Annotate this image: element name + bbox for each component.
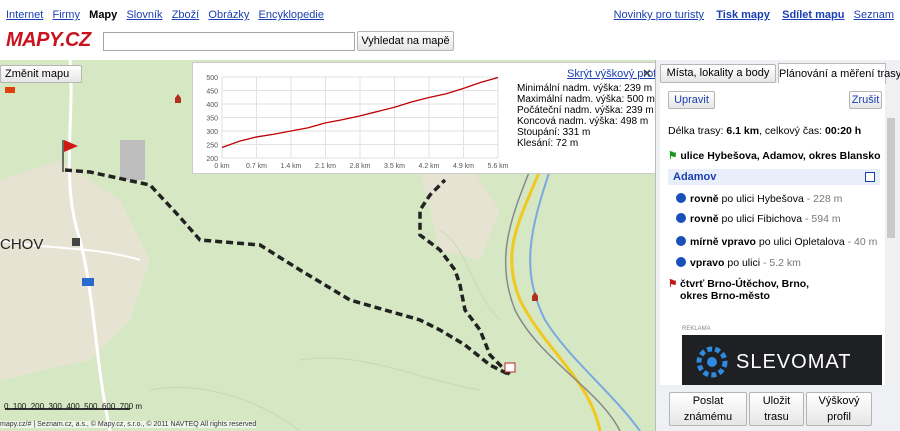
step-direction: rovně [690, 213, 719, 225]
scale-label: 700 m [119, 402, 143, 411]
start-label: ulice Hybešova, Adamov, okres Blansko [680, 150, 881, 162]
top-right-nav: Novinky pro turisty Tisk mapy Sdílet map… [614, 9, 894, 21]
x-tick-label: 0.7 km [246, 163, 267, 170]
route-panel [660, 83, 885, 385]
x-tick-label: 3.5 km [384, 163, 405, 170]
time-label: , celkový čas: [759, 125, 823, 137]
nav-link[interactable]: Obrázky [208, 9, 250, 21]
search-input[interactable] [103, 32, 355, 51]
scale-labels: 0 100 200 300 400 500 600 700 m [4, 402, 142, 411]
scale-label: 0 [4, 402, 9, 411]
nav-link[interactable]: Firmy [52, 9, 80, 21]
change-map-button[interactable]: Změnit mapu [0, 65, 82, 93]
nav-link[interactable]: Novinky pro turisty [613, 9, 705, 21]
nav-link[interactable]: Zboží [171, 9, 200, 21]
nav-current: Mapy [89, 9, 118, 21]
stat: Maximální nadm. výška: 500 m [517, 94, 655, 105]
y-tick-label: 450 [206, 89, 218, 96]
profile-button[interactable]: Výškový profil [806, 392, 872, 426]
change-map-label: Změnit mapu [5, 68, 70, 80]
save-button[interactable]: Uložit trasu [749, 392, 804, 426]
tab[interactable]: Místa, lokality a body [660, 64, 776, 83]
nav-link[interactable]: Internet [6, 9, 44, 21]
stat: Stoupání: 331 m [517, 127, 591, 138]
length: 6.1 km [726, 125, 760, 137]
ad-logo [696, 346, 728, 378]
cancel-button[interactable]: Zrušit [849, 91, 882, 109]
elevation-stats: Minimální nadm. výška: 239 m Maximální n… [517, 83, 655, 149]
x-tick-label: 5.6 km [487, 163, 508, 170]
y-tick-label: 300 [206, 129, 218, 136]
x-tick-label: 4.9 km [453, 163, 474, 170]
route-step: rovně po ulici Hybešova - 228 m [676, 193, 842, 205]
x-tick-label: 2.8 km [349, 163, 370, 170]
new-badge [5, 87, 15, 93]
scale-label: 300 [48, 402, 62, 411]
route-summary: Délka trasy: 6.1 km, celkový čas: 00:20 … [668, 125, 861, 137]
step-direction: rovně [690, 193, 719, 205]
stat: Klesání: 72 m [517, 138, 579, 149]
place-label: CHOV [0, 236, 44, 253]
print-link[interactable]: Tisk mapy [716, 9, 770, 21]
collapse-icon[interactable] [865, 172, 875, 182]
length-label: Délka trasy: [668, 125, 724, 137]
step-direction: vpravo [690, 257, 725, 269]
scale-label: 100 [12, 402, 27, 411]
time: 00:20 h [825, 125, 862, 137]
stat: Minimální nadm. výška: 239 m [517, 83, 653, 94]
x-tick-label: 4.2 km [418, 163, 439, 170]
elevation-line [221, 76, 499, 149]
edit-button[interactable]: Upravit [668, 91, 715, 109]
scale-label: 400 [66, 402, 80, 411]
elevation-chart: 200 250 300 350 400 450 500 0 km 0.7 km 1.4 km 2.1… [206, 75, 508, 170]
y-tick-label: 500 [206, 75, 218, 82]
step-direction: mírně vpravo [690, 236, 756, 248]
search-button[interactable]: Vyhledat na mapě [357, 31, 454, 51]
copyright: mapy.cz/# | Seznam.cz, a.s., © Mapy.cz, … [0, 421, 257, 428]
route-step: rovně po ulici Fibichova - 594 m [676, 213, 841, 225]
x-tick-label: 2.1 km [315, 163, 336, 170]
step-distance: - 40 m [847, 236, 878, 248]
end-label: čtvrť Brno-Útěchov, Brno, okres Brno-měs… [680, 278, 810, 302]
step-text: po ulici Hybešova [721, 193, 804, 205]
y-tick-label: 200 [206, 156, 218, 163]
step-distance: - 228 m [806, 193, 843, 205]
route-end: ⚑ čtvrť Brno-Útěchov, Brno, okres Brno-mě… [668, 278, 818, 302]
x-tick-label: 0 km [214, 163, 229, 170]
step-text: po ulici Opletalova [758, 236, 845, 248]
step-text: po ulici [727, 257, 761, 269]
step-distance: - 594 m [804, 213, 841, 225]
y-tick-label: 350 [206, 116, 218, 123]
share-link[interactable]: Sdílet mapu [782, 9, 845, 21]
step-distance: - 5.2 km [762, 257, 801, 269]
nav-link[interactable]: Slovník [126, 9, 163, 21]
step-text: po ulici Fibichova [721, 213, 803, 225]
x-tick-label: 1.4 km [280, 163, 301, 170]
route-step: vpravo po ulici - 5.2 km [676, 257, 801, 269]
scale-label: 600 [101, 402, 116, 411]
route-step: mírně vpravo po ulici Opletalova - 40 m [676, 236, 877, 248]
tab-active[interactable]: Plánování a měření trasy [778, 63, 900, 84]
nav-link[interactable]: Seznam [853, 9, 894, 21]
hide-profile-link[interactable]: Skrýt výškový profil [567, 68, 662, 80]
scale-label: 500 [84, 402, 98, 411]
y-tick-label: 400 [206, 102, 218, 109]
close-icon[interactable] [643, 69, 651, 77]
send-button[interactable]: Poslat známému [669, 392, 747, 426]
stat: Počáteční nadm. výška: 239 m [517, 105, 654, 116]
scale-label: 200 [30, 402, 45, 411]
stat: Koncová nadm. výška: 498 m [517, 116, 649, 127]
nav-link[interactable]: Encyklopedie [258, 9, 324, 21]
ad-label: REKLAMA [682, 326, 711, 332]
section-header[interactable]: Adamov [668, 169, 880, 185]
route-start: ⚑ ulice Hybešova, Adamov, okres Blansko [668, 150, 881, 162]
y-tick-label: 250 [206, 143, 218, 150]
logo[interactable]: MAPY.CZ [6, 29, 91, 51]
scrollbar-thumb[interactable] [887, 118, 895, 238]
top-nav: Internet Firmy Mapy Slovník Zboží Obrázk… [6, 9, 324, 21]
ad-text: SLEVOMAT [736, 351, 852, 373]
